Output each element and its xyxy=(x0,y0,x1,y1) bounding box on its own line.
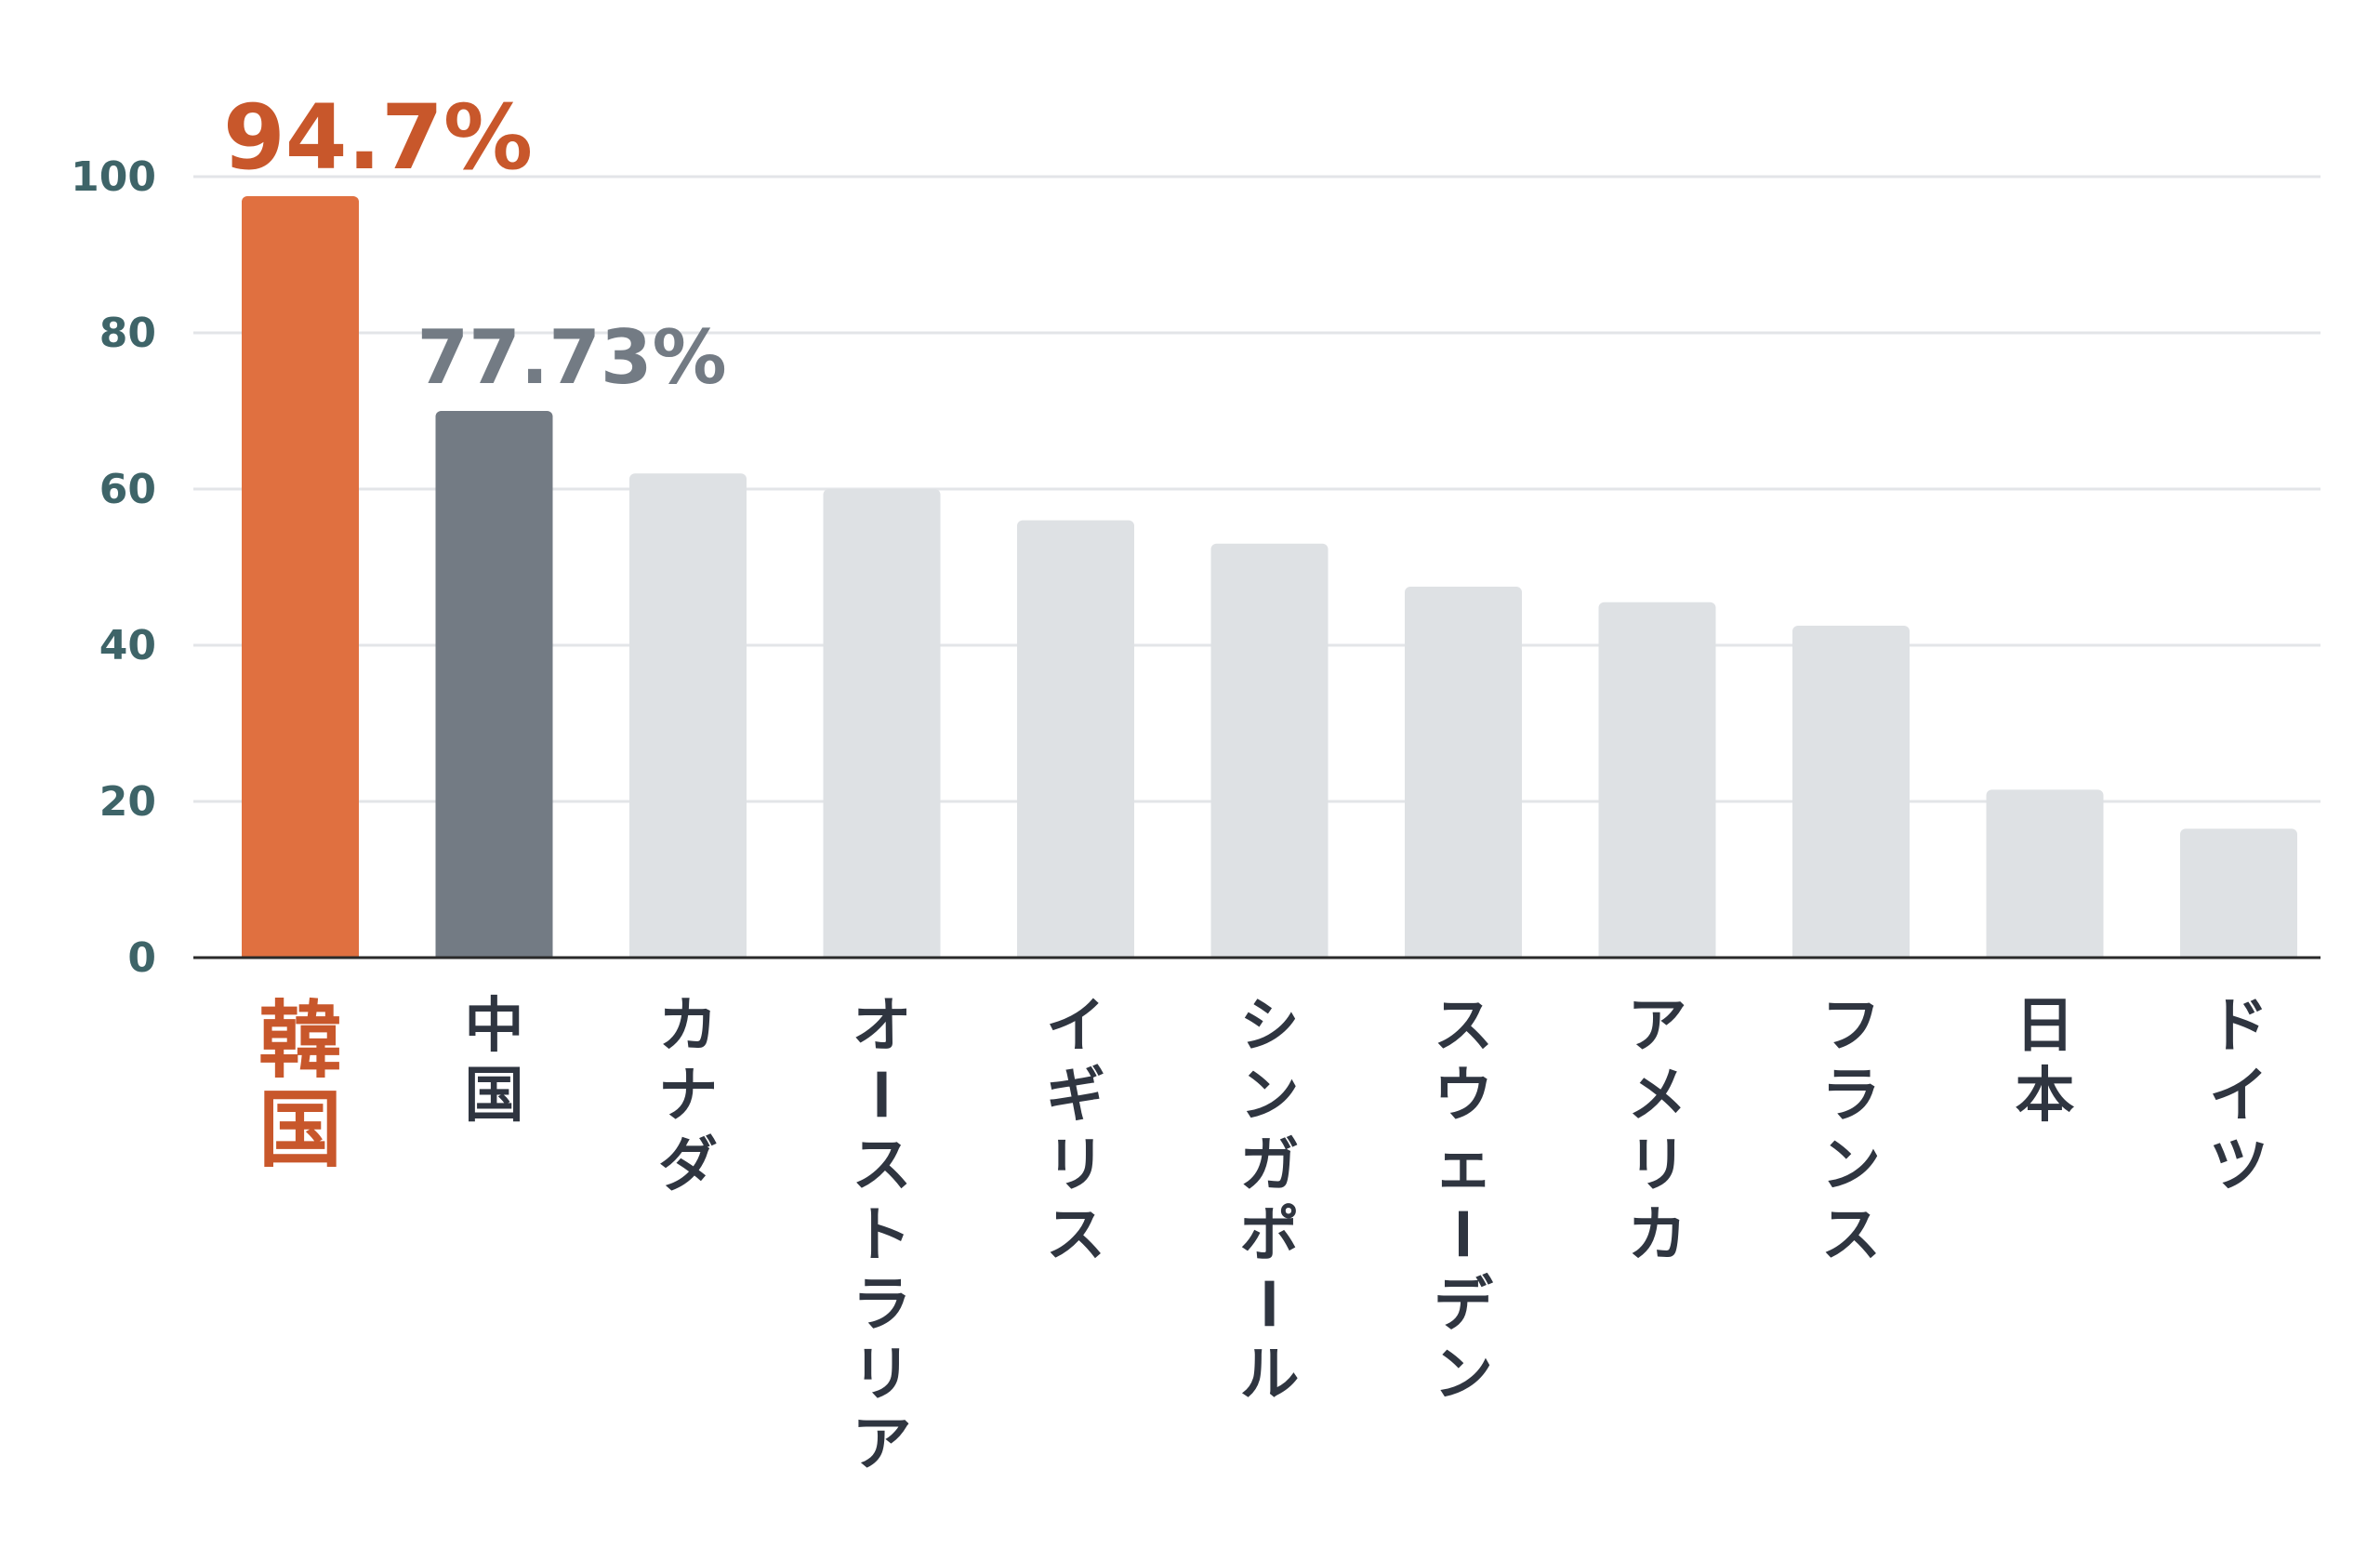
bar-base xyxy=(242,948,359,958)
category-char: ン xyxy=(1240,1062,1300,1131)
category-char: カ xyxy=(658,992,718,1061)
category-char: メ xyxy=(1628,1062,1687,1131)
category-char: ガ xyxy=(1240,1131,1300,1200)
category-char: イ xyxy=(1046,992,1105,1061)
y-tick-label: 80 xyxy=(99,310,156,357)
bar xyxy=(1017,520,1134,958)
category-char: ス xyxy=(1434,992,1493,1061)
category-char: 国 xyxy=(465,1062,524,1131)
bar xyxy=(242,196,359,958)
category-char: フ xyxy=(1821,992,1881,1061)
bar-base xyxy=(629,948,747,958)
category-char: ア xyxy=(853,1410,912,1479)
category-char: リ xyxy=(1046,1131,1105,1200)
bar xyxy=(629,473,747,958)
category-char: ス xyxy=(1046,1201,1105,1270)
category-char: デ xyxy=(1434,1271,1494,1340)
category-char: 日 xyxy=(2016,992,2075,1061)
category-char: リ xyxy=(853,1341,912,1409)
category-char: オ xyxy=(853,992,912,1061)
category-char: 本 xyxy=(2016,1062,2075,1131)
bar-base xyxy=(1792,948,1910,958)
category-char: ト xyxy=(853,1201,912,1270)
category-char: イ xyxy=(2209,1062,2268,1131)
category-char: シ xyxy=(1240,992,1300,1061)
bar xyxy=(1792,626,1910,958)
bar xyxy=(1405,587,1522,958)
bar-base xyxy=(1598,948,1716,958)
bar-base xyxy=(1986,948,2104,958)
data-label: 77.73% xyxy=(417,314,727,401)
data-labels: 94.7% 77.73% xyxy=(223,86,727,401)
category-char: ギ xyxy=(1046,1062,1105,1131)
bar-base xyxy=(1017,948,1134,958)
category-char: ラ xyxy=(853,1271,912,1340)
category-char: ン xyxy=(1434,1341,1493,1409)
category-char: ポ xyxy=(1240,1201,1300,1270)
category-char: 中 xyxy=(465,992,524,1061)
bar xyxy=(1598,602,1716,958)
bar xyxy=(2180,828,2297,958)
data-label: 94.7% xyxy=(223,86,533,190)
bar-base xyxy=(1210,948,1329,958)
y-tick-label: 0 xyxy=(127,934,156,982)
y-tick-label: 40 xyxy=(99,622,156,669)
y-tick-label: 100 xyxy=(71,153,156,201)
category-char: ス xyxy=(853,1131,912,1200)
bars xyxy=(242,196,2297,958)
category-char: 韓 xyxy=(258,992,342,1090)
category-char: ナ xyxy=(658,1062,718,1131)
category-char: ド xyxy=(2209,992,2268,1061)
category-char: ル xyxy=(1240,1341,1300,1409)
y-tick-label: 20 xyxy=(99,778,156,826)
bar-base xyxy=(435,948,553,958)
category-char: ェ xyxy=(1434,1131,1493,1200)
bar xyxy=(435,411,553,958)
y-axis-ticks: 0 20 40 60 80 100 xyxy=(71,153,156,982)
category-char: ツ xyxy=(2209,1131,2268,1200)
category-char: ダ xyxy=(658,1131,718,1200)
bar xyxy=(1210,543,1329,958)
category-label-text: ドイツ xyxy=(2238,1045,2241,1047)
y-tick-label: 60 xyxy=(99,466,156,513)
bar xyxy=(823,489,941,958)
category-char: ン xyxy=(1821,1131,1881,1200)
category-char: ラ xyxy=(1821,1062,1881,1131)
category-char: カ xyxy=(1628,1201,1687,1270)
bar-base xyxy=(2180,948,2297,958)
category-char: ウ xyxy=(1434,1062,1493,1131)
bar-base xyxy=(823,948,941,958)
bar xyxy=(1986,789,2104,958)
category-char: ア xyxy=(1628,992,1687,1061)
category-char: 国 xyxy=(258,1081,342,1179)
category-char: ス xyxy=(1821,1201,1881,1270)
category-char: リ xyxy=(1628,1131,1687,1200)
bar-base xyxy=(1405,948,1522,958)
